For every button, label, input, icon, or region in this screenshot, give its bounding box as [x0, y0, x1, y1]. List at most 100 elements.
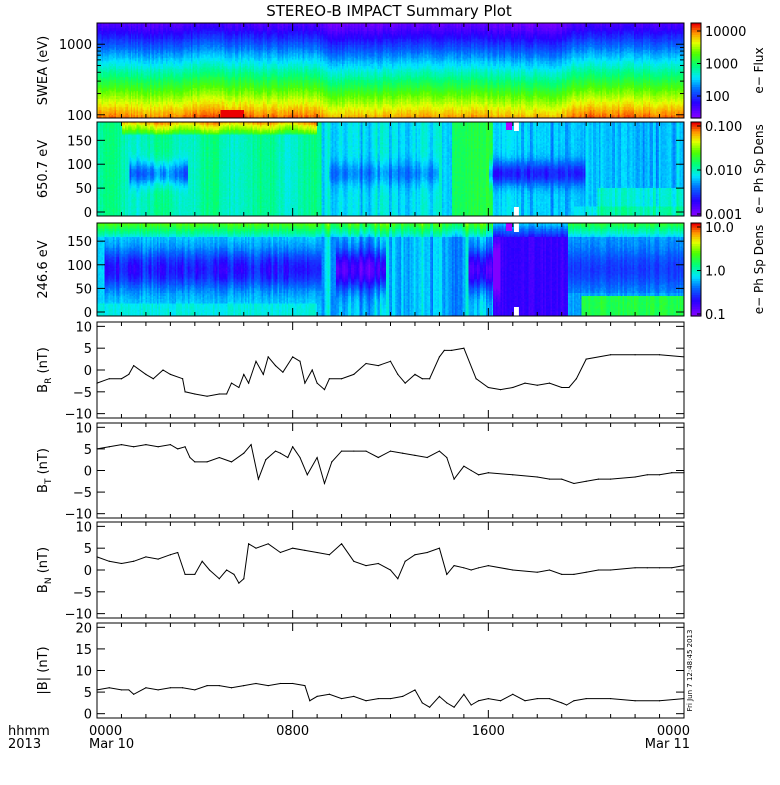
data-point [292, 356, 294, 358]
data-point [426, 456, 428, 459]
data-point [145, 443, 147, 446]
colorbar-swatch [691, 166, 701, 170]
colorbar-swatch [691, 145, 701, 149]
colorbar-swatch [691, 306, 701, 310]
data-point [512, 693, 514, 695]
data-point [365, 700, 367, 702]
colorbar-swatch [691, 313, 701, 317]
data-point [634, 567, 636, 569]
data-point [120, 689, 123, 691]
colorbar-2: 0.100 0.010 0.001 e− Ph Sp Dens [690, 120, 766, 223]
data-point [634, 700, 636, 702]
colorbar-swatch [691, 241, 701, 245]
colorbar-swatch [691, 89, 701, 93]
colorbar-label: e− Ph Sp Dens [752, 124, 766, 213]
data-point [470, 469, 472, 472]
colorbar-swatch [691, 122, 701, 125]
data-point [162, 369, 164, 371]
data-point [568, 386, 570, 389]
colorbar-swatch [691, 99, 701, 102]
data-point [255, 682, 257, 685]
colorbar-swatch [691, 157, 701, 161]
colorbar-swatch [691, 234, 701, 238]
data-point [414, 454, 416, 456]
colorbar-swatch [691, 164, 701, 168]
data-point [299, 360, 301, 362]
data-point [169, 554, 171, 556]
data-point [128, 373, 130, 375]
data-point [262, 373, 264, 375]
colorbar-swatch [691, 94, 701, 98]
data-point [108, 446, 110, 448]
series-line-BN [96, 542, 685, 584]
data-point [233, 573, 235, 575]
panel-pad650: 150 100 50 0 650.7 eV [36, 121, 685, 221]
data-point [323, 482, 326, 485]
data-point [451, 349, 453, 351]
y-tick-label: 150 [67, 134, 92, 149]
data-point [311, 369, 313, 371]
data-point [610, 569, 612, 571]
y-axis-label: BT (nT) [36, 448, 54, 493]
data-point [634, 354, 636, 356]
data-point [585, 480, 587, 482]
data-point [585, 697, 587, 700]
gap-marker-top [506, 122, 513, 130]
data-point [182, 687, 184, 689]
colorbar-swatch [691, 108, 701, 112]
data-point [226, 569, 228, 571]
data-point [470, 569, 472, 571]
colorbar-swatch [691, 161, 701, 165]
colorbar-swatch [691, 267, 701, 271]
data-point [316, 551, 318, 554]
colorbar-frame [690, 121, 702, 217]
colorbar-swatch [691, 276, 701, 280]
colorbar-tick-label: 1.0 [705, 265, 726, 280]
panel-BT: 10 5 0 −5 −10 BT (nT) [36, 421, 685, 523]
data-point [377, 365, 379, 367]
y-tick-label: 0 [84, 306, 92, 321]
data-point [157, 558, 159, 560]
data-point [340, 543, 343, 545]
data-point [561, 702, 563, 704]
colorbar-swatch [691, 192, 701, 196]
data-point [438, 450, 441, 452]
colorbar-swatch [691, 197, 701, 201]
colorbar-swatch [691, 143, 701, 147]
colorbar-swatch [691, 136, 701, 140]
data-point [184, 573, 186, 575]
data-point [299, 456, 301, 459]
data-point [316, 456, 318, 459]
colorbar-swatch [691, 176, 701, 179]
data-point [279, 682, 282, 685]
data-point [499, 700, 502, 702]
data-point [402, 695, 404, 698]
series-line-BR [96, 347, 685, 397]
colorbar-swatch [691, 113, 701, 117]
y-tick-label: 100 [67, 158, 92, 173]
y-tick-label: 100 [67, 109, 92, 124]
data-point [658, 567, 661, 569]
data-point [306, 474, 308, 476]
colorbar-swatch [691, 58, 701, 62]
colorbar-swatch [691, 56, 701, 60]
data-point [512, 474, 514, 476]
data-point [182, 378, 184, 380]
data-point [248, 543, 250, 545]
colorbar-swatch [691, 271, 701, 275]
data-point [658, 474, 661, 476]
y-tick-label: 1000 [59, 38, 92, 53]
data-point [377, 562, 379, 565]
data-point [189, 456, 191, 459]
data-point [145, 373, 147, 375]
colorbar-swatch [691, 262, 701, 266]
data-point [169, 687, 171, 689]
colorbar-swatch [691, 138, 701, 142]
data-point [128, 689, 130, 691]
colorbar-swatch [691, 61, 701, 64]
data-point [96, 689, 98, 691]
data-point [157, 689, 159, 691]
colorbar-swatch [691, 42, 701, 45]
